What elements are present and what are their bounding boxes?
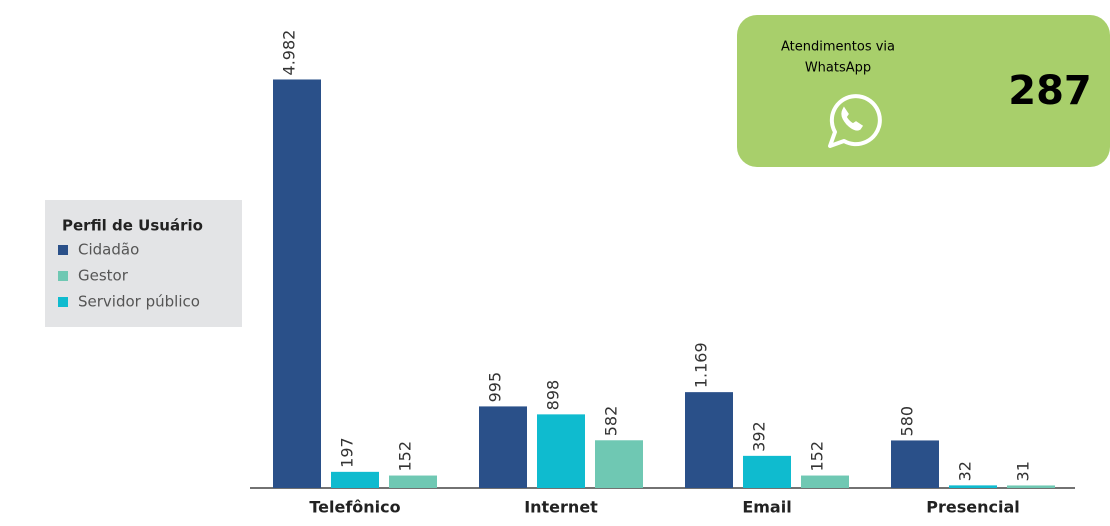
legend-box xyxy=(45,200,242,327)
bar xyxy=(743,455,791,488)
x-tick-label: Internet xyxy=(524,498,598,517)
bar xyxy=(331,471,379,488)
legend-label: Servidor público xyxy=(78,293,200,311)
bar xyxy=(1007,485,1055,488)
x-tick-label: Telefônico xyxy=(309,498,400,517)
legend-title: Perfil de Usuário xyxy=(62,217,203,235)
legend-label: Gestor xyxy=(78,267,129,285)
card-label: Atendimentos via xyxy=(781,40,895,55)
legend-swatch xyxy=(58,297,68,307)
whatsapp-card xyxy=(737,15,1110,167)
bar xyxy=(949,485,997,488)
data-label: 152 xyxy=(808,441,827,472)
data-label: 152 xyxy=(396,441,415,472)
data-label: 1.169 xyxy=(692,342,711,388)
bar xyxy=(595,440,643,488)
x-tick-label: Email xyxy=(742,498,791,517)
legend-swatch xyxy=(58,245,68,255)
bar xyxy=(537,414,585,488)
whatsapp-icon xyxy=(828,94,882,148)
bar xyxy=(685,392,733,488)
data-label: 995 xyxy=(486,372,505,403)
bar xyxy=(801,475,849,488)
card-label: WhatsApp xyxy=(805,61,871,76)
bar xyxy=(891,440,939,488)
x-tick-label: Presencial xyxy=(926,498,1019,517)
card-value: 287 xyxy=(1008,68,1092,114)
data-label: 197 xyxy=(338,437,357,468)
legend-swatch xyxy=(58,271,68,281)
legend-label: Cidadão xyxy=(78,241,139,259)
bar xyxy=(273,79,321,488)
data-label: 580 xyxy=(898,406,917,437)
bar xyxy=(479,406,527,488)
data-label: 4.982 xyxy=(280,30,299,76)
data-label: 392 xyxy=(750,421,769,452)
data-label: 898 xyxy=(544,380,563,411)
bar xyxy=(389,475,437,488)
data-label: 31 xyxy=(1014,461,1033,481)
data-label: 582 xyxy=(602,406,621,437)
data-label: 32 xyxy=(956,461,975,481)
